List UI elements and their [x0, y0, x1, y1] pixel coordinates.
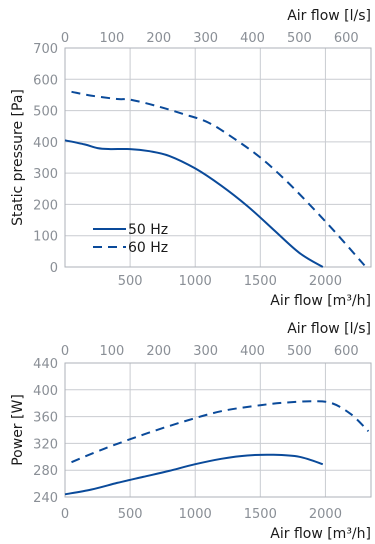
top-x-tick-label: 500	[287, 31, 312, 46]
chart-pressure: 0 100 200 300 400 500 600 700 500 1000 1500 2000 0 10…	[10, 8, 372, 309]
y-axis-title: Power [W]	[10, 394, 26, 466]
top-x-tick-label: 400	[240, 31, 265, 46]
top-x-tick-label: 100	[99, 31, 124, 46]
y-tick-label: 400	[33, 384, 58, 399]
y-tick-label: 240	[33, 491, 58, 506]
y-tick-label: 280	[33, 464, 58, 479]
x-axis-title: Air flow [m³/h]	[270, 526, 371, 542]
y-tick-label: 320	[33, 437, 58, 452]
y-tick-label: 400	[33, 136, 58, 151]
y-tick-label: 440	[33, 357, 58, 372]
top-x-tick-label: 0	[61, 344, 69, 359]
series-line-60-hz	[71, 400, 370, 464]
x-tick-label: 2000	[309, 274, 342, 289]
series-line-50-hz	[64, 139, 324, 268]
y-axis-title: Static pressure [Pa]	[10, 89, 26, 226]
top-x-tick-label: 400	[240, 344, 265, 359]
y-tick-label: 700	[33, 42, 58, 57]
y-tick-label: 100	[33, 230, 58, 245]
top-x-tick-label: 600	[334, 31, 359, 46]
top-x-tick-label: 300	[193, 31, 218, 46]
top-x-tick-label: 300	[193, 344, 218, 359]
plot-frame	[64, 47, 372, 268]
legend-label: 60 Hz	[128, 240, 168, 256]
y-tick-label: 300	[33, 167, 58, 182]
series-line-50-hz	[64, 453, 324, 496]
series-line-60-hz	[71, 90, 366, 267]
x-axis-title: Air flow [m³/h]	[270, 293, 371, 309]
x-tick-label: 500	[118, 274, 143, 289]
y-tick-label: 600	[33, 73, 58, 88]
top-x-tick-label: 200	[146, 31, 171, 46]
top-x-axis-title: Air flow [l/s]	[287, 8, 371, 24]
top-x-tick-label: 0	[61, 31, 69, 46]
legend-label: 50 Hz	[128, 222, 168, 238]
y-tick-label: 360	[33, 411, 58, 426]
x-tick-label: 1000	[179, 274, 212, 289]
x-tick-label: 0	[61, 507, 69, 522]
plot-frame	[64, 362, 372, 498]
top-x-tick-label: 100	[99, 344, 124, 359]
x-tick-label: 500	[118, 507, 143, 522]
y-tick-label: 500	[33, 105, 58, 120]
top-x-tick-label: 500	[287, 344, 312, 359]
x-tick-label: 2000	[309, 507, 342, 522]
top-x-axis-title: Air flow [l/s]	[287, 321, 371, 337]
top-x-tick-label: 600	[334, 344, 359, 359]
x-tick-label: 1000	[179, 507, 212, 522]
x-tick-label: 1500	[244, 507, 277, 522]
y-tick-label: 0	[50, 261, 58, 276]
x-tick-label: 1500	[244, 274, 277, 289]
top-x-tick-label: 200	[146, 344, 171, 359]
y-tick-label: 200	[33, 198, 58, 213]
